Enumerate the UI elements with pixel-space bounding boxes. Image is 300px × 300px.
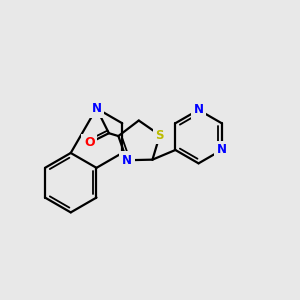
Text: O: O (84, 136, 95, 149)
Text: N: N (122, 154, 132, 167)
Text: N: N (217, 143, 227, 157)
Text: N: N (194, 103, 203, 116)
Text: N: N (92, 102, 101, 115)
Text: S: S (156, 129, 164, 142)
